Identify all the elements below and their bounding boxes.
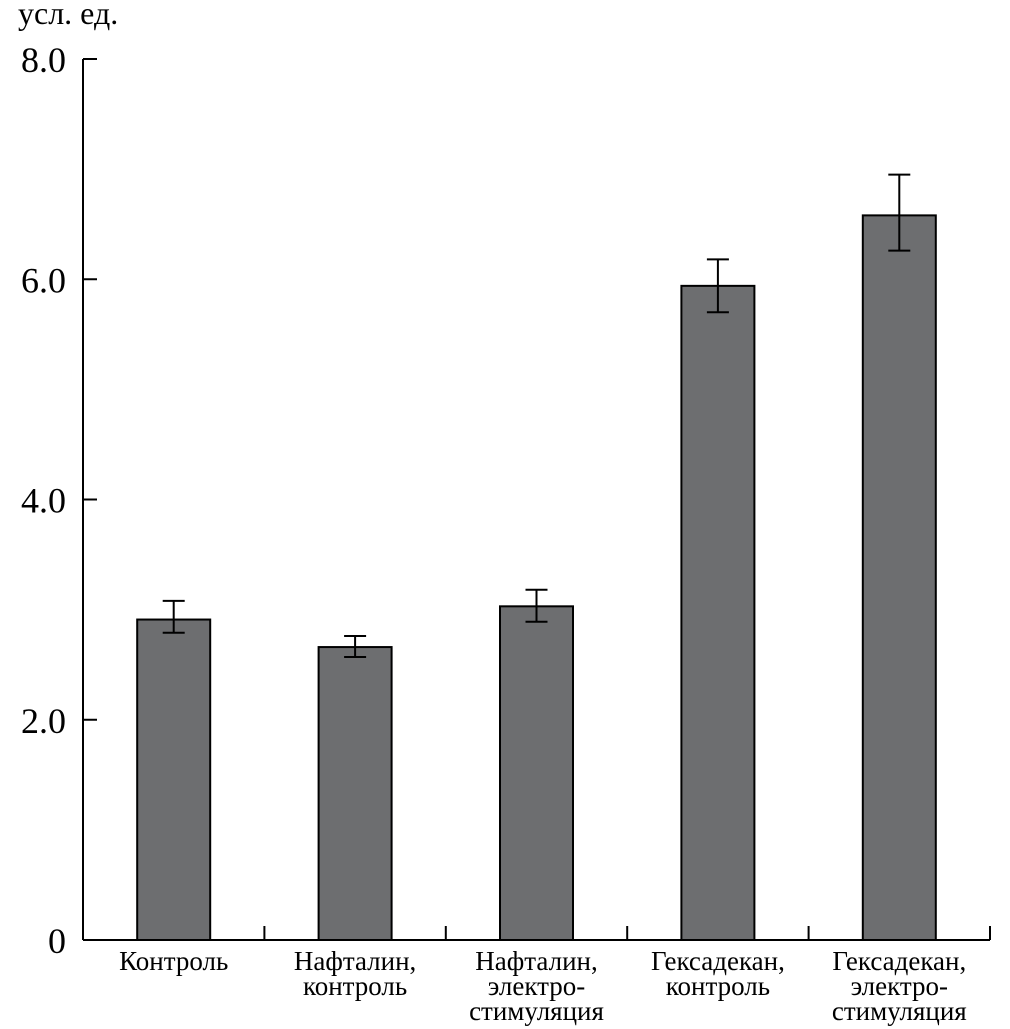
- x-tick-label: Нафталин,: [475, 946, 597, 976]
- y-tick-label: 0: [48, 921, 66, 961]
- x-tick-label: Гексадекан,: [651, 946, 785, 976]
- bar: [136, 618, 212, 941]
- x-tick-label: Гексадекан,: [832, 946, 966, 976]
- y-tick-label: 8.0: [21, 40, 66, 80]
- bar: [680, 284, 756, 942]
- x-tick-label: Нафталин,: [294, 946, 416, 976]
- x-tick-label: стимуляция: [469, 996, 604, 1026]
- y-axis-label: усл. ед.: [18, 0, 118, 31]
- bar: [861, 214, 937, 941]
- x-tick-label: стимуляция: [832, 996, 967, 1026]
- x-tick-label: электро-: [488, 971, 585, 1001]
- x-tick-label: контроль: [303, 971, 407, 1001]
- y-tick-label: 4.0: [21, 481, 66, 521]
- y-tick-label: 2.0: [21, 701, 66, 741]
- x-tick-label: контроль: [666, 971, 770, 1001]
- bar: [317, 646, 393, 941]
- x-tick-label: Контроль: [119, 946, 228, 976]
- x-tick-label: электро-: [851, 971, 948, 1001]
- bar: [499, 605, 574, 941]
- y-tick-label: 6.0: [21, 260, 66, 300]
